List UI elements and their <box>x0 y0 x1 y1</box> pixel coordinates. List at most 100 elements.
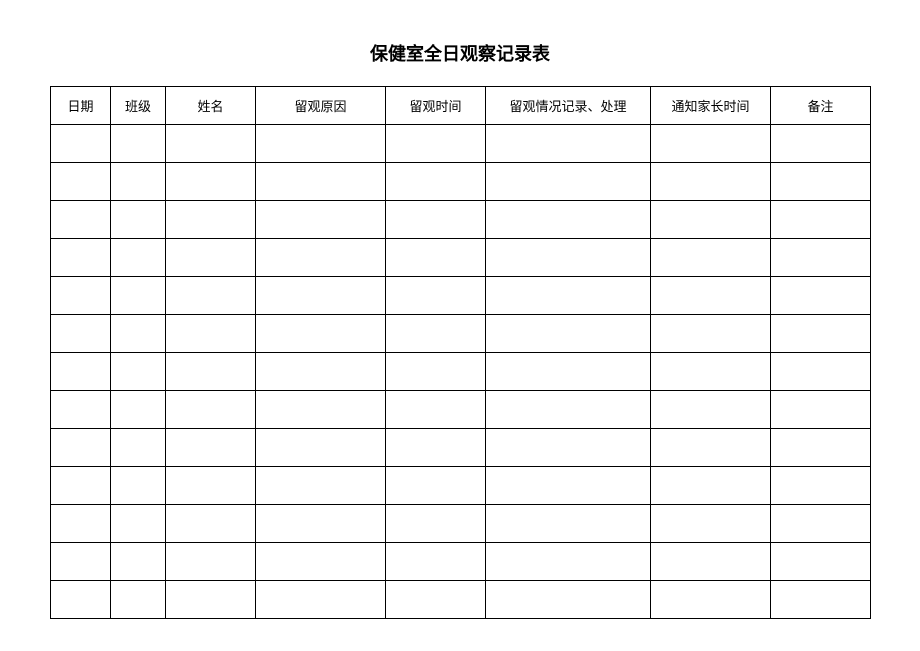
table-cell <box>486 201 651 239</box>
table-cell <box>771 201 871 239</box>
table-cell <box>51 353 111 391</box>
table-cell <box>256 201 386 239</box>
table-row <box>51 201 871 239</box>
table-cell <box>386 315 486 353</box>
table-cell <box>771 429 871 467</box>
table-cell <box>256 391 386 429</box>
table-cell <box>256 239 386 277</box>
observation-table: 日期班级姓名留观原因留观时间留观情况记录、处理通知家长时间备注 <box>50 86 871 619</box>
table-cell <box>111 163 166 201</box>
table-cell <box>651 543 771 581</box>
table-cell <box>486 239 651 277</box>
table-row <box>51 467 871 505</box>
table-cell <box>386 467 486 505</box>
table-cell <box>166 239 256 277</box>
table-cell <box>651 125 771 163</box>
table-cell <box>51 201 111 239</box>
table-cell <box>256 505 386 543</box>
table-cell <box>166 391 256 429</box>
column-header: 通知家长时间 <box>651 87 771 125</box>
table-cell <box>771 239 871 277</box>
table-cell <box>771 163 871 201</box>
table-cell <box>486 581 651 619</box>
table-row <box>51 163 871 201</box>
table-cell <box>256 543 386 581</box>
table-row <box>51 581 871 619</box>
page-title: 保健室全日观察记录表 <box>50 40 870 66</box>
table-cell <box>651 467 771 505</box>
table-cell <box>51 505 111 543</box>
table-cell <box>51 581 111 619</box>
table-cell <box>771 505 871 543</box>
table-cell <box>256 353 386 391</box>
table-row <box>51 353 871 391</box>
table-cell <box>111 277 166 315</box>
table-cell <box>166 315 256 353</box>
table-row <box>51 391 871 429</box>
table-cell <box>486 163 651 201</box>
table-cell <box>111 505 166 543</box>
table-cell <box>386 353 486 391</box>
table-cell <box>166 581 256 619</box>
table-cell <box>651 277 771 315</box>
table-cell <box>386 391 486 429</box>
table-cell <box>111 125 166 163</box>
column-header: 姓名 <box>166 87 256 125</box>
table-cell <box>256 581 386 619</box>
table-cell <box>111 391 166 429</box>
table-row <box>51 239 871 277</box>
column-header: 日期 <box>51 87 111 125</box>
table-cell <box>486 429 651 467</box>
table-cell <box>256 467 386 505</box>
table-cell <box>256 125 386 163</box>
table-cell <box>486 505 651 543</box>
table-cell <box>386 277 486 315</box>
table-cell <box>771 391 871 429</box>
column-header: 备注 <box>771 87 871 125</box>
table-cell <box>386 505 486 543</box>
column-header: 留观原因 <box>256 87 386 125</box>
table-cell <box>651 391 771 429</box>
table-cell <box>111 467 166 505</box>
column-header: 班级 <box>111 87 166 125</box>
table-cell <box>166 163 256 201</box>
table-cell <box>256 163 386 201</box>
table-cell <box>51 315 111 353</box>
table-cell <box>771 277 871 315</box>
table-cell <box>386 543 486 581</box>
table-cell <box>51 429 111 467</box>
table-cell <box>486 391 651 429</box>
table-row <box>51 315 871 353</box>
table-cell <box>651 353 771 391</box>
table-cell <box>651 315 771 353</box>
table-header-row: 日期班级姓名留观原因留观时间留观情况记录、处理通知家长时间备注 <box>51 87 871 125</box>
table-row <box>51 505 871 543</box>
table-cell <box>386 429 486 467</box>
table-cell <box>256 277 386 315</box>
table-cell <box>386 163 486 201</box>
table-cell <box>651 581 771 619</box>
table-cell <box>771 353 871 391</box>
table-cell <box>51 239 111 277</box>
table-cell <box>166 201 256 239</box>
table-cell <box>111 315 166 353</box>
table-cell <box>51 277 111 315</box>
table-cell <box>111 543 166 581</box>
table-cell <box>166 277 256 315</box>
table-cell <box>651 201 771 239</box>
table-cell <box>771 467 871 505</box>
table-cell <box>386 201 486 239</box>
table-cell <box>166 353 256 391</box>
table-cell <box>111 201 166 239</box>
table-cell <box>256 429 386 467</box>
table-cell <box>486 125 651 163</box>
table-cell <box>386 581 486 619</box>
table-cell <box>651 239 771 277</box>
table-cell <box>51 163 111 201</box>
table-cell <box>486 543 651 581</box>
table-row <box>51 543 871 581</box>
table-cell <box>256 315 386 353</box>
table-cell <box>771 125 871 163</box>
table-cell <box>486 353 651 391</box>
table-cell <box>166 429 256 467</box>
